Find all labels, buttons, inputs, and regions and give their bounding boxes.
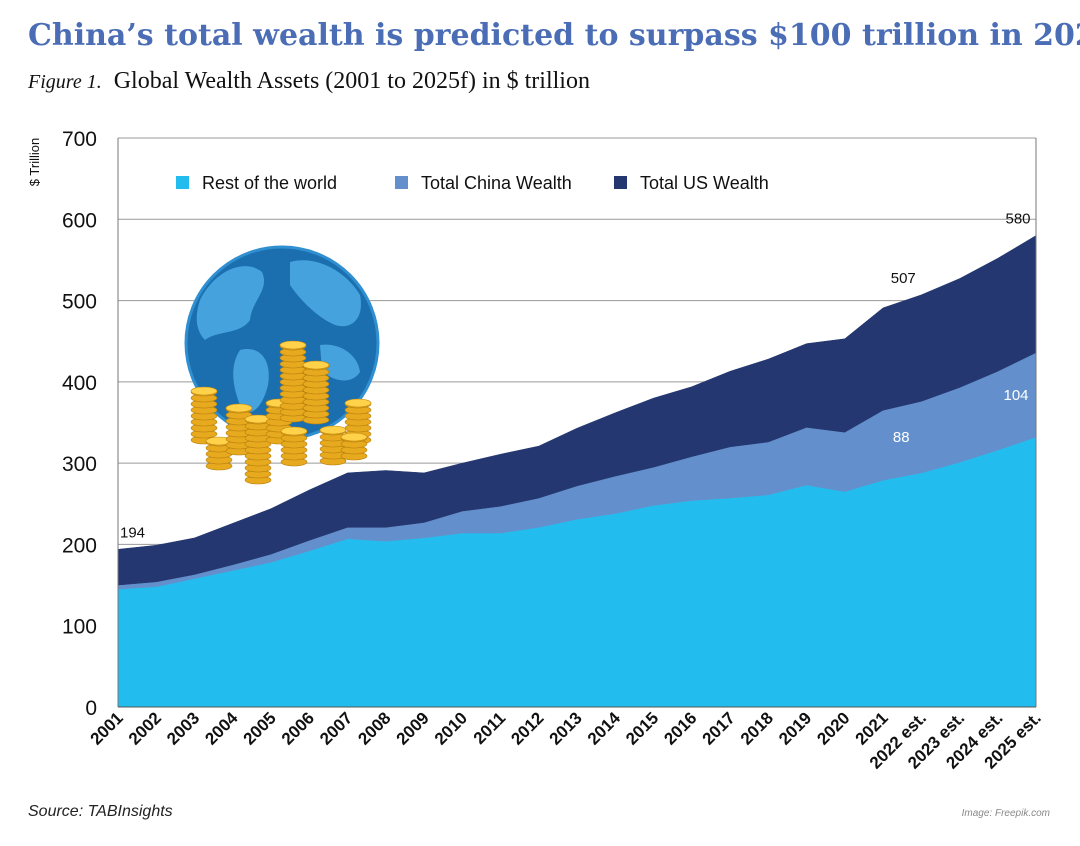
figure-number: Figure 1. <box>28 71 102 93</box>
legend-label-rest-of-the-world: Rest of the world <box>202 173 337 193</box>
coin-top <box>190 386 218 396</box>
data-labels: 194 507 580 88 104 <box>120 211 1031 542</box>
y-tick-label: 0 <box>85 697 97 720</box>
x-tick-label: 2006 <box>278 708 318 748</box>
data-label-total: 507 <box>891 270 916 287</box>
coin-top <box>344 398 372 408</box>
chart-legend: Rest of the world Total China Wealth Total… <box>176 173 769 193</box>
x-tick-label: 2008 <box>354 708 394 748</box>
x-tick-label: 2003 <box>163 708 203 748</box>
y-axis-ticks: 0 100 200 300 400 500 600 700 <box>62 128 97 720</box>
data-label-china: 104 <box>1003 387 1028 404</box>
x-tick-label: 2012 <box>507 708 547 748</box>
data-label-total: 194 <box>120 524 145 541</box>
y-tick-label: 400 <box>62 372 97 395</box>
coin-top <box>280 426 308 436</box>
coin-top <box>340 432 368 442</box>
x-tick-label: 2011 <box>470 708 510 748</box>
data-label-china: 88 <box>893 429 910 446</box>
image-credit: Image: Freepik.com <box>961 808 1050 819</box>
page-title: China’s total wealth is predicted to sur… <box>28 18 1080 53</box>
legend-swatch-total-us-wealth <box>614 176 627 189</box>
legend-swatch-rest-of-the-world <box>176 176 189 189</box>
x-tick-label: 2016 <box>660 708 700 748</box>
x-tick-label: 2005 <box>240 708 280 748</box>
x-tick-label: 2002 <box>125 708 165 748</box>
y-tick-label: 100 <box>62 616 97 639</box>
x-tick-label: 2019 <box>775 708 815 748</box>
y-tick-label: 500 <box>62 291 97 314</box>
source-note: Source: TABInsights <box>28 803 173 820</box>
legend-label-total-china-wealth: Total China Wealth <box>421 173 572 193</box>
coin-top <box>319 425 347 435</box>
data-label-total: 580 <box>1005 211 1030 228</box>
y-tick-label: 700 <box>62 128 97 151</box>
coin-stack <box>190 386 218 445</box>
coin-top <box>302 360 330 370</box>
coin-stack <box>244 414 272 485</box>
globe-with-coins-icon <box>184 245 380 485</box>
coin-stack <box>302 360 330 425</box>
x-tick-label: 2018 <box>737 708 777 748</box>
chart-title: Global Wealth Assets (2001 to 2025f) in … <box>113 68 590 94</box>
chart-subtitle: Figure 1. Global Wealth Assets (2001 to … <box>28 68 590 95</box>
x-tick-label: 2017 <box>699 708 739 748</box>
coin-stack <box>205 436 233 471</box>
coin-top <box>225 403 253 413</box>
x-tick-label: 2015 <box>622 708 662 748</box>
x-tick-label: 2014 <box>584 708 625 749</box>
x-tick-label: 2009 <box>393 708 433 748</box>
coin-stack <box>279 340 307 423</box>
y-tick-label: 300 <box>62 453 97 476</box>
legend-swatch-total-china-wealth <box>395 176 408 189</box>
y-tick-label: 600 <box>62 209 97 232</box>
x-axis-ticks: 2001200220032004200520062007200820092010… <box>87 708 1045 773</box>
x-tick-label: 2020 <box>813 708 853 748</box>
y-axis-label: $ Trillion <box>27 138 42 186</box>
coin-stacks-icon <box>190 340 372 485</box>
x-tick-label: 2013 <box>546 708 586 748</box>
y-tick-label: 200 <box>62 534 97 557</box>
x-tick-label: 2004 <box>201 708 242 749</box>
coin-stack <box>280 426 308 467</box>
plot-frame <box>117 138 1037 708</box>
coin-stack <box>340 432 368 461</box>
coin-top <box>279 340 307 350</box>
legend-label-total-us-wealth: Total US Wealth <box>640 173 769 193</box>
x-tick-label: 2007 <box>316 708 356 748</box>
x-tick-label: 2010 <box>431 708 471 748</box>
coin-stack <box>319 425 347 466</box>
